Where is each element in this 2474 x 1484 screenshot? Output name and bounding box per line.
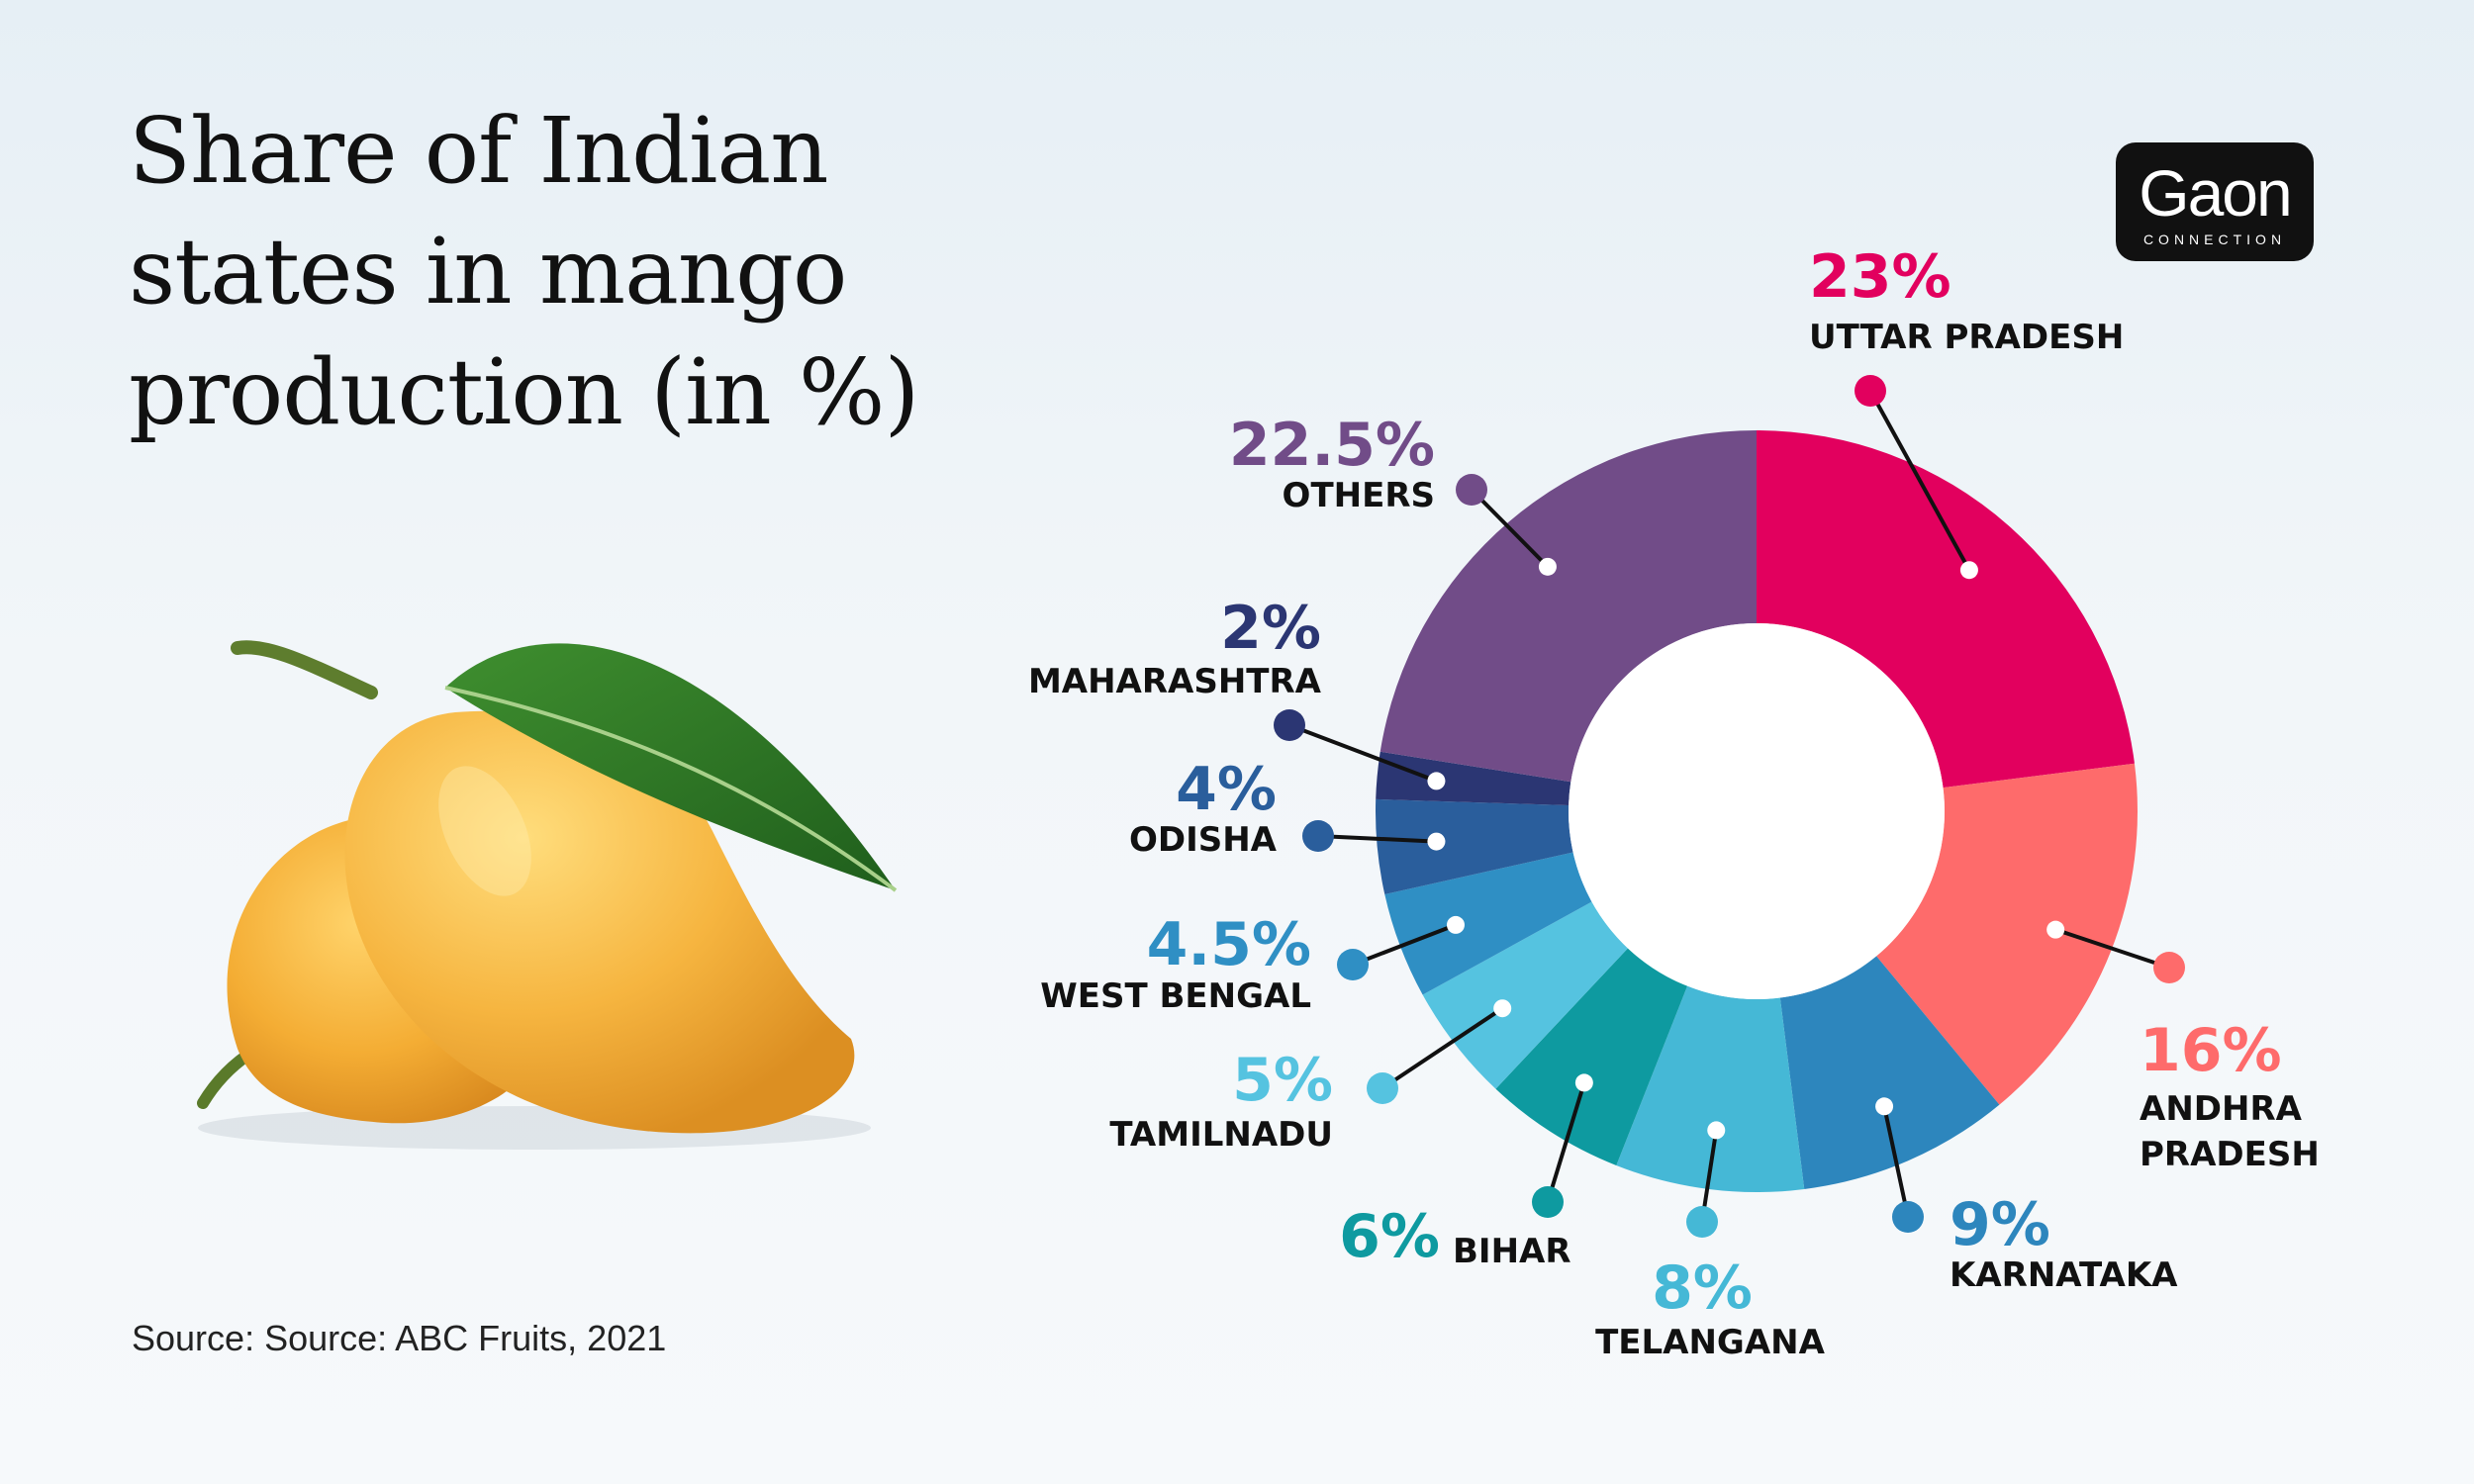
leader-line-karnataka bbox=[1882, 1105, 1910, 1218]
title-line-2: states in mango bbox=[129, 219, 847, 325]
outer-marker-others bbox=[1456, 474, 1487, 506]
leader-line-bihar bbox=[1546, 1081, 1586, 1203]
state-label-west-bengal: WEST BENGAL bbox=[1040, 976, 1311, 1016]
outer-marker-tamilnadu bbox=[1367, 1072, 1398, 1104]
pct-label-odisha: 4% bbox=[1176, 755, 1277, 824]
callout-uttar-pradesh: 23% UTTAR PRADESH bbox=[1809, 242, 2124, 580]
logo-word: Gaon bbox=[2139, 156, 2292, 230]
logo-subtitle: CONNECTION bbox=[2142, 232, 2287, 247]
donut-hole bbox=[1569, 623, 1945, 999]
state-label-bihar: BIHAR bbox=[1453, 1232, 1571, 1271]
state-label-odisha: ODISHA bbox=[1129, 820, 1278, 860]
title-line-3: production (in %) bbox=[129, 339, 919, 445]
outer-marker-maharashtra bbox=[1274, 709, 1305, 741]
pct-label-telangana: 8% bbox=[1652, 1253, 1753, 1323]
leader-line-others bbox=[1470, 488, 1550, 569]
title-line-1: Share of Indian bbox=[129, 98, 829, 204]
state-label-uttar-pradesh: UTTAR PRADESH bbox=[1809, 318, 2124, 357]
outer-marker-odisha bbox=[1302, 820, 1334, 852]
slice-maharashtra bbox=[1376, 751, 1571, 806]
outer-marker-karnataka bbox=[1892, 1201, 1924, 1233]
callout-others: 22.5%OTHERS bbox=[1229, 411, 1557, 576]
leader-line-tamilnadu bbox=[1380, 1006, 1504, 1090]
inner-marker-maharashtra bbox=[1427, 772, 1446, 790]
outer-marker-uttar-pradesh bbox=[1855, 375, 1886, 407]
slice-odisha bbox=[1375, 798, 1573, 894]
inner-marker-odisha bbox=[1427, 832, 1446, 851]
inner-marker-west-bengal bbox=[1446, 915, 1465, 934]
leader-line-andhra-pradesh bbox=[2054, 927, 2170, 970]
pct-label-andhra-pradesh: 16% bbox=[2140, 1016, 2282, 1085]
state-label-karnataka: KARNATAKA bbox=[1950, 1255, 2178, 1295]
pct-label-west-bengal: 4.5% bbox=[1147, 910, 1311, 979]
state-label-others: OTHERS bbox=[1283, 476, 1435, 515]
slice-andhra-pradesh bbox=[1876, 763, 2138, 1105]
pct-label-tamilnadu: 5% bbox=[1232, 1046, 1333, 1115]
inner-marker-others bbox=[1538, 557, 1557, 576]
outer-marker-andhra-pradesh bbox=[2153, 952, 2185, 983]
pct-label-others: 22.5% bbox=[1229, 411, 1435, 480]
callout-karnataka: 9%KARNATAKA bbox=[1875, 1097, 2178, 1295]
pct-label-bihar: 6% bbox=[1339, 1202, 1440, 1271]
leader-line-odisha bbox=[1317, 834, 1437, 844]
callout-west-bengal: 4.5%WEST BENGAL bbox=[1040, 910, 1465, 1016]
inner-marker-andhra-pradesh bbox=[2046, 920, 2065, 939]
state-label-andhra-pradesh: ANDHRA bbox=[2140, 1089, 2303, 1129]
mango-illustration bbox=[197, 640, 898, 1150]
inner-marker-telangana bbox=[1707, 1121, 1726, 1140]
outer-marker-bihar bbox=[1532, 1186, 1564, 1218]
callout-bihar: 6% BIHAR bbox=[1339, 1073, 1593, 1271]
callout-tamilnadu: 5%TAMILNADU bbox=[1109, 999, 1512, 1155]
outer-marker-west-bengal bbox=[1337, 949, 1369, 980]
leader-line-west-bengal bbox=[1352, 923, 1457, 967]
slice-west-bengal bbox=[1384, 852, 1592, 995]
pct-label-karnataka: 9% bbox=[1950, 1190, 2050, 1259]
leader-line-maharashtra bbox=[1288, 723, 1438, 784]
slice-bihar bbox=[1495, 948, 1688, 1165]
leader-line-uttar-pradesh bbox=[1868, 390, 1971, 572]
inner-marker-bihar bbox=[1574, 1073, 1593, 1092]
state-label-telangana: TELANGANA bbox=[1595, 1323, 1826, 1362]
callout-odisha: 4%ODISHA bbox=[1129, 755, 1446, 860]
callout-maharashtra: 2%MAHARASHTRA bbox=[1028, 594, 1446, 790]
inner-marker-tamilnadu bbox=[1493, 999, 1512, 1018]
outer-marker-telangana bbox=[1686, 1206, 1718, 1238]
slice-uttar-pradesh bbox=[1757, 430, 2135, 788]
inner-marker-karnataka bbox=[1875, 1097, 1894, 1116]
callout-andhra-pradesh: 16%ANDHRA PRADESH bbox=[2046, 920, 2320, 1174]
callout-telangana: 8%TELANGANA bbox=[1595, 1121, 1826, 1362]
state-label-tamilnadu: TAMILNADU bbox=[1109, 1115, 1333, 1155]
inner-marker-uttar-pradesh bbox=[1959, 561, 1978, 580]
slice-tamilnadu bbox=[1422, 901, 1628, 1089]
state-label-andhra-pradesh-line-2: PRADESH bbox=[2140, 1135, 2320, 1174]
source-note: Source: Source: ABC Fruits, 2021 bbox=[132, 1318, 667, 1358]
chart-title: Share of Indian states in mango producti… bbox=[129, 91, 1079, 453]
gaon-connection-logo: Gaon CONNECTION bbox=[2116, 142, 2314, 261]
slice-telangana bbox=[1616, 985, 1805, 1192]
slice-karnataka bbox=[1779, 956, 2000, 1189]
state-label-maharashtra: MAHARASHTRA bbox=[1028, 662, 1322, 701]
pct-label-uttar-pradesh: 23% bbox=[1809, 242, 1951, 312]
slice-others bbox=[1380, 430, 1757, 783]
pct-label-maharashtra: 2% bbox=[1220, 594, 1321, 663]
